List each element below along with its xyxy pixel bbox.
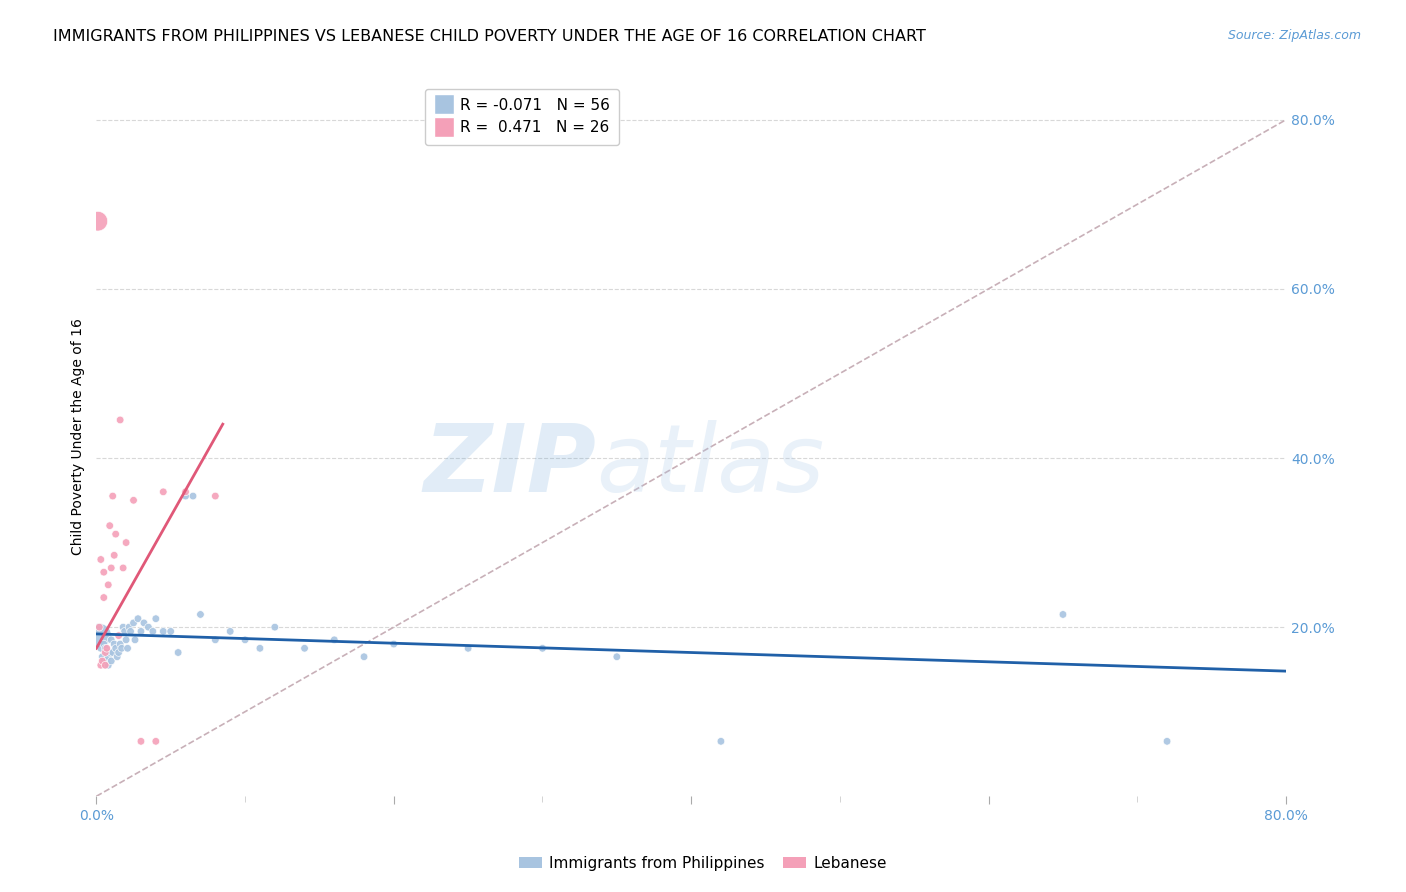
Text: Source: ZipAtlas.com: Source: ZipAtlas.com xyxy=(1227,29,1361,42)
Point xyxy=(94,646,117,660)
Point xyxy=(100,561,122,575)
Point xyxy=(96,646,118,660)
Point xyxy=(104,641,127,656)
Point xyxy=(101,489,124,503)
Point xyxy=(382,637,405,651)
Point xyxy=(1052,607,1074,622)
Point xyxy=(263,620,285,634)
Point xyxy=(152,484,174,499)
Point xyxy=(294,641,316,656)
Point xyxy=(181,489,204,503)
Point xyxy=(145,612,167,626)
Point xyxy=(112,620,135,634)
Point xyxy=(115,535,138,549)
Point xyxy=(114,624,136,639)
Point xyxy=(90,641,112,656)
Point xyxy=(98,518,121,533)
Point xyxy=(93,565,115,579)
Point xyxy=(190,607,212,622)
Point xyxy=(96,641,118,656)
Point xyxy=(118,620,141,634)
Point xyxy=(91,649,114,664)
Point xyxy=(159,624,181,639)
Point xyxy=(90,552,112,566)
Point xyxy=(107,629,129,643)
Point xyxy=(204,632,226,647)
Point xyxy=(91,654,114,668)
Point xyxy=(93,591,115,605)
Point xyxy=(94,658,117,673)
Point xyxy=(353,649,375,664)
Point xyxy=(100,632,122,647)
Point xyxy=(138,620,160,634)
Point xyxy=(108,413,131,427)
Point xyxy=(710,734,733,748)
Point xyxy=(142,624,165,639)
Legend: R = -0.071   N = 56, R =  0.471   N = 26: R = -0.071 N = 56, R = 0.471 N = 26 xyxy=(425,88,620,145)
Point xyxy=(132,615,155,630)
Point xyxy=(94,658,117,673)
Legend: Immigrants from Philippines, Lebanese: Immigrants from Philippines, Lebanese xyxy=(513,850,893,877)
Point xyxy=(103,548,125,562)
Point xyxy=(97,649,120,664)
Point xyxy=(122,615,145,630)
Point xyxy=(204,489,226,503)
Point xyxy=(87,214,110,228)
Point xyxy=(174,489,197,503)
Point xyxy=(124,632,146,647)
Point xyxy=(93,654,115,668)
Point xyxy=(1156,734,1178,748)
Point xyxy=(103,637,125,651)
Y-axis label: Child Poverty Under the Age of 16: Child Poverty Under the Age of 16 xyxy=(72,318,86,556)
Point xyxy=(129,734,152,748)
Point xyxy=(457,641,479,656)
Point xyxy=(90,658,112,673)
Point xyxy=(105,649,128,664)
Point xyxy=(323,632,346,647)
Point xyxy=(167,646,190,660)
Point xyxy=(107,646,129,660)
Point xyxy=(101,646,124,660)
Point xyxy=(233,632,256,647)
Point xyxy=(606,649,628,664)
Point xyxy=(89,620,111,634)
Point xyxy=(174,484,197,499)
Point xyxy=(129,624,152,639)
Point xyxy=(122,493,145,508)
Point xyxy=(100,654,122,668)
Text: ZIP: ZIP xyxy=(423,419,596,512)
Text: atlas: atlas xyxy=(596,420,824,511)
Point xyxy=(127,612,149,626)
Point xyxy=(531,641,554,656)
Point xyxy=(97,658,120,673)
Point xyxy=(115,632,138,647)
Point xyxy=(249,641,271,656)
Point xyxy=(93,637,115,651)
Point xyxy=(112,561,135,575)
Point xyxy=(89,629,111,643)
Point xyxy=(145,734,167,748)
Point xyxy=(104,527,127,541)
Point xyxy=(98,646,121,660)
Point xyxy=(219,624,242,639)
Point xyxy=(152,624,174,639)
Point xyxy=(120,624,142,639)
Point xyxy=(117,641,139,656)
Point xyxy=(94,641,117,656)
Point xyxy=(97,578,120,592)
Point xyxy=(111,641,134,656)
Point xyxy=(108,637,131,651)
Text: IMMIGRANTS FROM PHILIPPINES VS LEBANESE CHILD POVERTY UNDER THE AGE OF 16 CORREL: IMMIGRANTS FROM PHILIPPINES VS LEBANESE … xyxy=(53,29,927,44)
Point xyxy=(96,654,118,668)
